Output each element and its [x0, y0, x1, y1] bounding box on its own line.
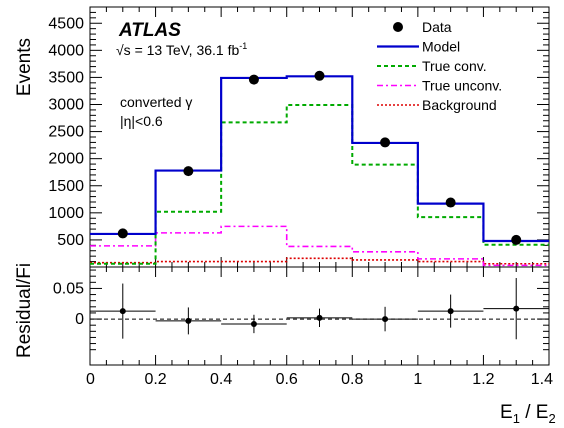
- residual-point: [447, 308, 454, 315]
- ratio-y-tick-label: 0: [75, 311, 84, 328]
- main-y-ticks: 500 1000 1500 2000 2500 3000 3500 4000 4500: [48, 7, 550, 267]
- selection-label-eta: |η|<0.6: [120, 113, 163, 129]
- x-tick-label: 0.4: [210, 371, 232, 388]
- energy-lumi-label: √s = 13 TeV, 36.1 fb-1: [116, 41, 247, 58]
- x-tick-label: 0.2: [144, 371, 166, 388]
- main-y-tick-label: 2000: [48, 151, 84, 168]
- data-point: [117, 228, 128, 239]
- energy-lumi-text: √s = 13 TeV, 36.1 fb: [116, 42, 239, 58]
- x-tick-label: 0.6: [276, 371, 298, 388]
- residual-points: [90, 278, 549, 340]
- x-tick-label: 1.4: [531, 371, 553, 388]
- y-axis-label-events: Events: [14, 38, 35, 96]
- x-axis-label-mid: / E: [520, 402, 549, 423]
- residual-point: [513, 305, 520, 312]
- data-point: [248, 74, 259, 85]
- residual-point: [119, 308, 126, 315]
- legend-entry-label: Data: [422, 19, 452, 35]
- data-points: [117, 70, 522, 245]
- x-tick-label: 0.8: [341, 371, 363, 388]
- main-y-tick-label: 4000: [48, 42, 84, 59]
- data-point: [183, 166, 194, 177]
- main-y-tick-label: 3000: [48, 97, 84, 114]
- legend-entry-label: Model: [422, 39, 460, 55]
- legend-entry-label: True unconv.: [422, 78, 502, 94]
- series-true-conv-line: [90, 104, 549, 265]
- atlas-label: ATLAS: [118, 20, 181, 41]
- main-y-tick-label: 1000: [48, 205, 84, 222]
- legend-entry-label: Background: [422, 97, 497, 113]
- x-tick-label: 1: [413, 371, 422, 388]
- data-point: [380, 137, 391, 148]
- x-tick-label: 1.2: [472, 371, 494, 388]
- series-true-unconv-line: [90, 225, 549, 267]
- data-point: [314, 70, 325, 81]
- x-ticks: 0 0.2 0.4 0.6 0.8 1 1.2 1.4: [86, 267, 553, 388]
- main-y-tick-label: 1500: [48, 178, 84, 195]
- ratio-y-ticks: 00.05: [53, 269, 549, 351]
- main-y-tick-label: 2500: [48, 124, 84, 141]
- x-axis-label-sub1: 1: [513, 411, 520, 426]
- data-point: [511, 234, 522, 245]
- legend: Data Model True conv. True unconv. Backgroun…: [377, 19, 502, 113]
- residual-point: [316, 314, 323, 321]
- main-y-tick-label: 3500: [48, 69, 84, 86]
- main-y-tick-label: 4500: [48, 15, 84, 32]
- main-y-tick-label: 500: [57, 232, 84, 249]
- x-axis-label: E1 / E2: [500, 402, 556, 426]
- y-axis-label-residual: Residual/Fi: [14, 263, 35, 358]
- main-panel: 500 1000 1500 2000 2500 3000 3500 4000 4500 Even…: [14, 6, 550, 268]
- energy-lumi-sup: -1: [239, 41, 247, 51]
- ratio-y-tick-label: 0.05: [53, 280, 84, 297]
- ratio-panel: 00.05 0 0.2 0.4 0.6 0.8 1 1.2 1.4 Residual/Fi E…: [14, 263, 556, 426]
- legend-entry-label: True conv.: [422, 58, 487, 74]
- x-axis-label-sub2: 2: [548, 411, 555, 426]
- x-axis-label-e1: E: [500, 402, 513, 423]
- residual-point: [250, 320, 257, 327]
- residual-point: [185, 317, 192, 324]
- selection-label-converted: converted γ: [120, 94, 192, 110]
- x-tick-label: 0: [86, 371, 95, 388]
- legend-marker-data: [393, 22, 403, 32]
- residual-point: [382, 316, 389, 323]
- data-point: [445, 197, 456, 208]
